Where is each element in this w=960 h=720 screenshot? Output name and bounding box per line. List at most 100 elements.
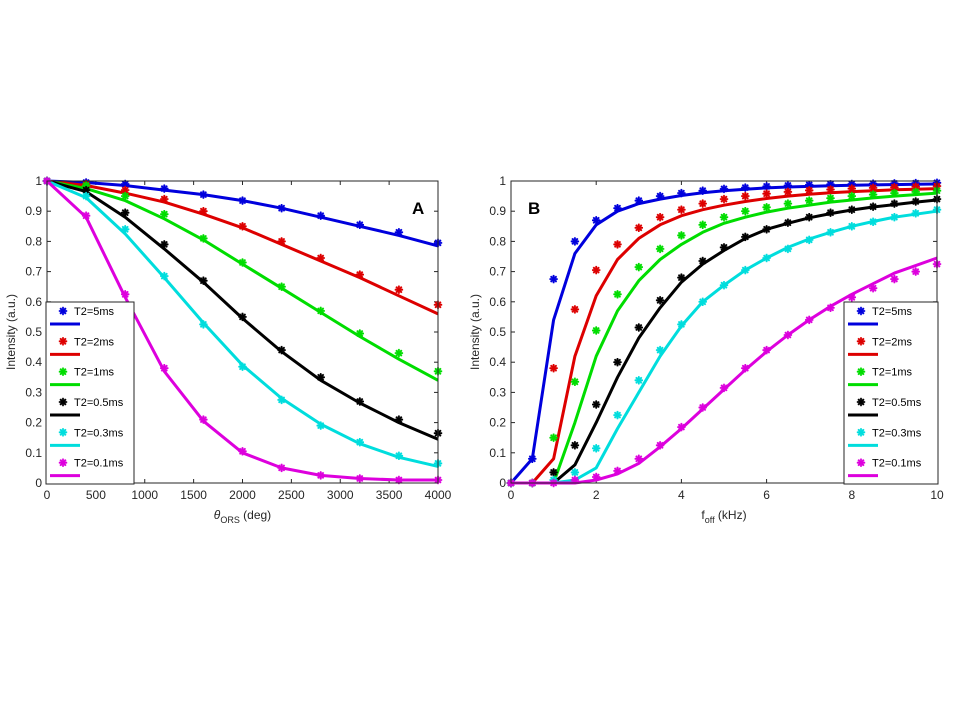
data-point-a-4 [81, 185, 91, 195]
data-point-b-1 [592, 216, 601, 225]
y-tick-label: 0.3 [25, 385, 42, 399]
y-tick-label: 0.1 [489, 446, 506, 460]
x-tick-label: 6 [763, 488, 770, 502]
data-point-b-1 [570, 237, 580, 246]
y-axis-label: Intensity (a.u.) [4, 294, 18, 370]
data-point-b-3 [549, 433, 558, 442]
data-point-b-5 [805, 235, 814, 245]
data-point-b-5 [655, 345, 665, 355]
data-point-b-6 [868, 284, 878, 293]
data-point-b-2 [634, 223, 643, 233]
data-point-b-5 [613, 410, 622, 420]
data-point-b-4 [762, 225, 771, 234]
series-fit-line-b-2 [511, 187, 938, 485]
data-point-b-3 [634, 262, 643, 272]
y-tick-label: 0.4 [489, 355, 506, 369]
data-point-a-3 [316, 306, 325, 316]
data-point-b-4 [890, 199, 899, 208]
data-point-a-1 [199, 190, 208, 199]
data-point-a-1 [394, 228, 404, 237]
x-tick-label: 4 [678, 488, 685, 502]
data-point-b-4 [719, 243, 729, 252]
data-point-b-5 [570, 468, 580, 477]
data-point-b-3 [805, 196, 814, 205]
data-point-a-6 [316, 471, 325, 480]
data-point-a-5 [160, 271, 169, 281]
legend-label: T2=1ms [872, 367, 913, 379]
data-point-a-3 [277, 282, 286, 291]
x-tick-label: 500 [86, 488, 106, 502]
data-point-b-3 [890, 188, 899, 198]
data-point-a-5 [199, 320, 208, 329]
data-point-b-6 [847, 293, 856, 302]
data-point-b-2 [847, 184, 856, 193]
legend-label: T2=0.1ms [74, 458, 124, 470]
chart-panel-a: 0 0.1 0.2 0.3 0.4 0.5 0.6 0.7 0.8 0.9 1 0 500 1000 150… [4, 174, 452, 525]
data-point-b-4 [868, 202, 878, 211]
legend-label: T2=5ms [74, 306, 115, 318]
data-point-a-3 [394, 348, 404, 358]
data-point-b-2 [655, 212, 665, 222]
y-tick-label: 0.1 [25, 446, 42, 460]
data-point-b-1 [741, 183, 750, 192]
data-point-b-4 [570, 441, 580, 450]
data-point-a-6 [160, 364, 169, 373]
data-point-a-4 [199, 276, 208, 285]
data-point-a-4 [355, 397, 364, 406]
y-tick-label: 0.9 [489, 204, 506, 218]
legend-label: T2=0.3ms [872, 427, 922, 439]
y-tick-label: 0.8 [489, 234, 506, 248]
legend-label: T2=0.5ms [74, 397, 124, 409]
data-point-a-5 [355, 438, 364, 447]
data-point-a-5 [316, 421, 325, 430]
data-point-b-3 [911, 187, 920, 197]
data-point-a-2 [238, 222, 247, 231]
x-axis-label-main: θ [214, 508, 221, 522]
x-axis-label-unit: (deg) [240, 508, 271, 522]
data-point-a-1 [238, 196, 247, 205]
data-point-b-6 [911, 267, 920, 276]
data-point-b-3 [655, 244, 665, 254]
data-point-b-6 [698, 403, 707, 412]
data-point-b-5 [890, 212, 899, 222]
x-tick-label: 0 [508, 488, 515, 502]
data-point-b-5 [592, 444, 601, 453]
data-point-b-6 [613, 466, 622, 476]
data-point-b-5 [911, 209, 920, 218]
data-point-a-6 [120, 290, 130, 299]
data-point-a-5 [394, 451, 404, 460]
data-point-b-1 [719, 184, 729, 194]
legend-marker [58, 367, 68, 376]
legend-box [843, 301, 939, 485]
y-tick-label: 0.4 [25, 355, 42, 369]
y-tick-label: 0.2 [25, 416, 42, 430]
data-point-a-4 [394, 415, 404, 424]
data-point-b-4 [911, 197, 920, 206]
legend: T2=5ms T2=2ms T2=1ms T2=0.5ms T2=0.3ms T2=0.1… [843, 301, 939, 485]
data-point-b-6 [826, 303, 835, 312]
legend: T2=5ms T2=2ms T2=1ms T2=0.5ms T2=0.3ms T2=0.1… [45, 301, 135, 485]
data-point-b-3 [783, 199, 793, 208]
legend-marker [58, 458, 68, 467]
legend-marker [58, 306, 68, 316]
data-point-b-5 [698, 297, 707, 306]
data-point-b-2 [570, 305, 580, 314]
data-point-b-4 [826, 208, 835, 217]
data-point-b-4 [783, 218, 793, 227]
data-point-b-2 [868, 183, 878, 193]
data-point-b-6 [634, 454, 643, 463]
data-point-b-1 [634, 196, 643, 205]
data-point-b-2 [698, 199, 707, 208]
legend-marker [856, 428, 866, 437]
data-point-b-2 [592, 265, 601, 275]
data-point-b-6 [890, 274, 899, 284]
y-axis-label: Intensity (a.u.) [468, 294, 482, 370]
data-point-b-6 [741, 364, 750, 373]
x-axis-label-main: f [701, 508, 705, 522]
data-point-b-3 [698, 220, 707, 230]
series-fit-line-b-3 [511, 191, 938, 485]
data-point-b-1 [698, 186, 707, 195]
y-tick-label: 0.7 [489, 265, 506, 279]
data-point-a-6 [277, 463, 286, 473]
data-point-b-6 [805, 315, 814, 325]
